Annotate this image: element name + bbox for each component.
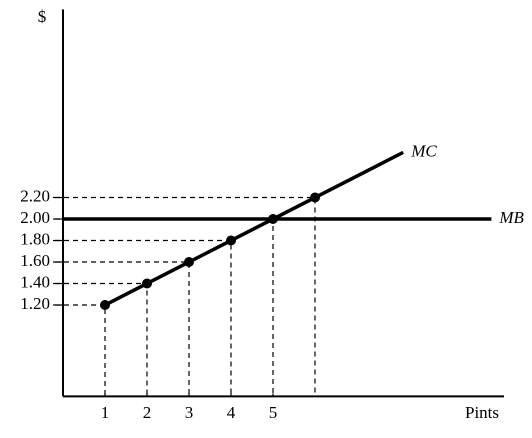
x-axis-label: Pints bbox=[465, 403, 499, 422]
y-axis-label: $ bbox=[38, 7, 47, 26]
point bbox=[142, 278, 152, 289]
point bbox=[226, 235, 236, 246]
mc-line bbox=[104, 150, 404, 307]
guide-line bbox=[55, 282, 148, 397]
guide-line bbox=[55, 218, 274, 397]
guide-line bbox=[55, 261, 190, 397]
y-tick-label: 2.00 bbox=[20, 208, 50, 227]
series-label: MB bbox=[498, 208, 524, 227]
y-tick-label: 1.60 bbox=[20, 251, 50, 270]
point bbox=[100, 300, 110, 311]
x-tick-label: 1 bbox=[101, 403, 110, 422]
series-label: MC bbox=[410, 141, 437, 160]
x-tick-label: 3 bbox=[185, 403, 194, 422]
x-tick-label: 5 bbox=[269, 403, 278, 422]
point bbox=[184, 257, 194, 268]
y-tick-label: 1.80 bbox=[20, 229, 50, 248]
y-tick-label: 2.20 bbox=[20, 186, 50, 205]
guide-line bbox=[55, 196, 316, 397]
guide-line bbox=[55, 239, 232, 397]
x-tick-label: 4 bbox=[227, 403, 236, 422]
y-tick-label: 1.40 bbox=[20, 272, 50, 291]
y-tick-label: 1.20 bbox=[20, 294, 50, 313]
point bbox=[310, 192, 320, 203]
x-tick-label: 2 bbox=[143, 403, 152, 422]
